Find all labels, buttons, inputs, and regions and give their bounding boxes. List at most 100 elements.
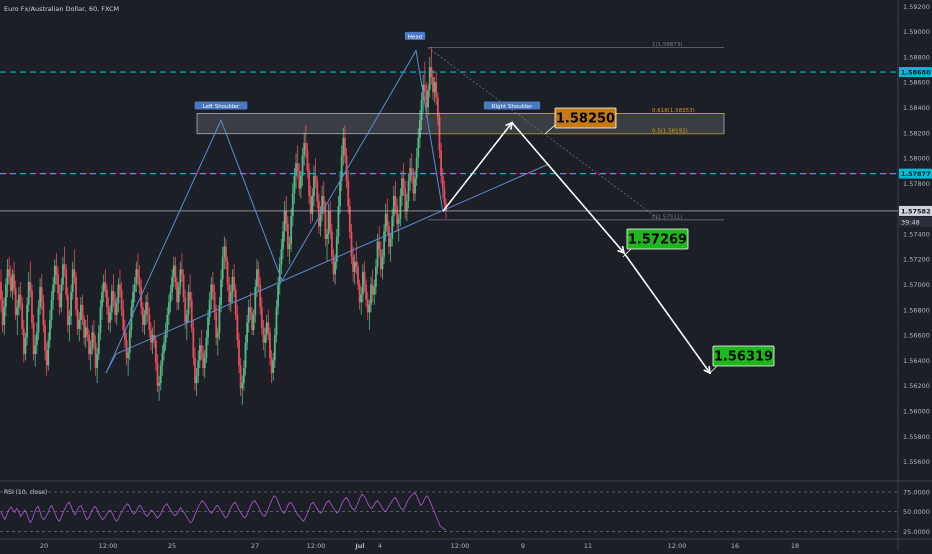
candle-body — [102, 281, 105, 293]
candle-body — [42, 302, 45, 325]
x-tick-label: 12:00 — [307, 542, 326, 550]
candle-body — [205, 337, 208, 358]
candle-body — [308, 170, 310, 197]
y-tick-label: 1.58200 — [903, 129, 930, 137]
candle-body — [259, 284, 262, 308]
candle-body — [88, 335, 90, 355]
candle-body — [389, 239, 392, 247]
candle-body — [257, 269, 260, 285]
candle-body — [386, 213, 389, 227]
candle-body — [146, 302, 149, 315]
candle-body — [167, 302, 170, 315]
chart-title: Euro Fx/Australian Dollar, 60, FXCM — [4, 5, 119, 13]
candle-body — [159, 365, 162, 384]
candle-body — [379, 249, 382, 270]
candle-body — [326, 233, 328, 239]
candle-body — [288, 244, 291, 250]
candle-body — [29, 281, 32, 291]
candle-body — [143, 314, 146, 325]
candle-body — [352, 256, 354, 272]
candle-body — [415, 158, 418, 179]
candle-body — [316, 180, 319, 202]
candle-body — [93, 332, 95, 343]
candle-body — [158, 383, 161, 386]
candle-body — [216, 332, 219, 338]
y-tick-label: 1.55600 — [903, 458, 930, 466]
candle-body — [215, 312, 218, 338]
candle-body — [247, 307, 250, 323]
candle-body — [244, 342, 247, 368]
y-tick-label: 1.57000 — [903, 281, 930, 289]
candle-body — [89, 347, 92, 355]
candle-body — [267, 322, 270, 333]
candle-body — [280, 249, 283, 265]
candle-body — [207, 317, 209, 338]
candle-body — [140, 287, 143, 308]
candle-body — [428, 67, 431, 90]
candle-body — [330, 231, 333, 257]
candle-body — [210, 284, 213, 300]
candle-body — [383, 231, 385, 257]
candle-body — [45, 350, 48, 366]
y-tick-label: 1.56200 — [903, 382, 930, 390]
candle-body — [441, 175, 444, 189]
candle-body — [97, 332, 100, 355]
candle-body — [154, 340, 157, 363]
y-tick-label: 1.57200 — [903, 256, 930, 264]
candle-body — [410, 168, 413, 176]
rsi-tick-label: 25.0000 — [903, 528, 930, 536]
candle-body — [272, 360, 275, 374]
candle-body — [365, 284, 368, 300]
y-tick-label: 1.59200 — [903, 3, 930, 11]
candle-body — [264, 335, 266, 343]
candle-body — [70, 292, 72, 317]
candle-body — [208, 299, 211, 318]
x-tick-label: 4 — [378, 542, 382, 550]
candle-body — [11, 274, 14, 291]
candle-body — [223, 246, 226, 257]
candle-body — [81, 304, 84, 319]
candle-body — [197, 360, 200, 376]
candle-body — [112, 290, 115, 300]
candle-body — [391, 216, 394, 239]
target-callout-pointer — [544, 124, 556, 135]
candle-body — [34, 345, 37, 355]
x-tick-label: 11 — [584, 542, 592, 550]
shoulder-zone-box — [196, 113, 725, 135]
candle-body — [63, 264, 66, 270]
candle-body — [76, 309, 79, 329]
candle-body — [22, 328, 25, 355]
candle-body — [370, 284, 372, 305]
candle-body — [177, 287, 180, 303]
candle-body — [200, 345, 203, 353]
projection-path — [442, 121, 711, 374]
candle-body — [381, 256, 384, 270]
candle-body — [236, 314, 239, 341]
candle-body — [84, 327, 87, 338]
candle-body — [313, 175, 315, 197]
neckline — [115, 163, 549, 355]
candle-body — [104, 281, 107, 290]
candle-body — [166, 314, 169, 331]
candle-body — [79, 304, 82, 320]
candle-body — [304, 142, 307, 151]
candle-body — [256, 269, 258, 288]
pattern-label-box — [483, 101, 541, 110]
candle-body — [18, 294, 20, 308]
x-tick-label: 25 — [168, 542, 176, 550]
candle-body — [251, 312, 253, 331]
candle-body — [156, 362, 159, 386]
target-callout-pointer — [622, 248, 632, 258]
fib-trendline — [427, 47, 661, 221]
candle-body — [412, 175, 415, 194]
candle-body — [329, 211, 332, 232]
candle-body — [35, 332, 38, 346]
candle-body — [314, 175, 317, 181]
y-tick-label: 1.56800 — [903, 306, 930, 314]
candle-body — [218, 304, 221, 333]
candle-body — [233, 276, 235, 290]
candle-body — [286, 223, 289, 250]
pattern-label-box — [404, 31, 426, 40]
candle-body — [427, 89, 429, 108]
